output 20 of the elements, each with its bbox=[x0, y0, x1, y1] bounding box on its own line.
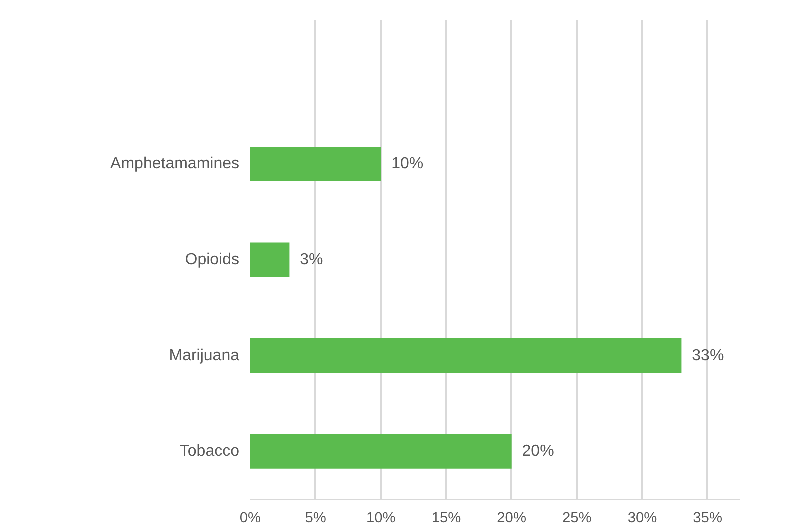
x-tick-label: 0% bbox=[240, 510, 262, 526]
bar bbox=[250, 146, 382, 182]
bar bbox=[250, 338, 682, 374]
x-tick-label: 15% bbox=[432, 510, 462, 526]
bar bbox=[250, 434, 512, 469]
x-tick-label: 10% bbox=[366, 510, 396, 526]
y-tick-label: Amphetamamines bbox=[110, 156, 240, 173]
y-tick-label: Marijuana bbox=[169, 347, 240, 364]
y-tick-label: Tobacco bbox=[180, 443, 240, 460]
data-label: 10% bbox=[392, 156, 424, 173]
bar bbox=[250, 242, 290, 278]
x-tick-label: 30% bbox=[628, 510, 658, 526]
data-label: 3% bbox=[300, 252, 324, 268]
x-tick-label: 35% bbox=[693, 510, 723, 526]
x-tick-label: 25% bbox=[562, 510, 592, 526]
y-tick-label: Opioids bbox=[185, 252, 240, 268]
x-tick-label: 20% bbox=[497, 510, 527, 526]
data-label: 20% bbox=[522, 443, 554, 460]
x-tick-label: 5% bbox=[305, 510, 326, 526]
data-label: 33% bbox=[692, 347, 724, 364]
